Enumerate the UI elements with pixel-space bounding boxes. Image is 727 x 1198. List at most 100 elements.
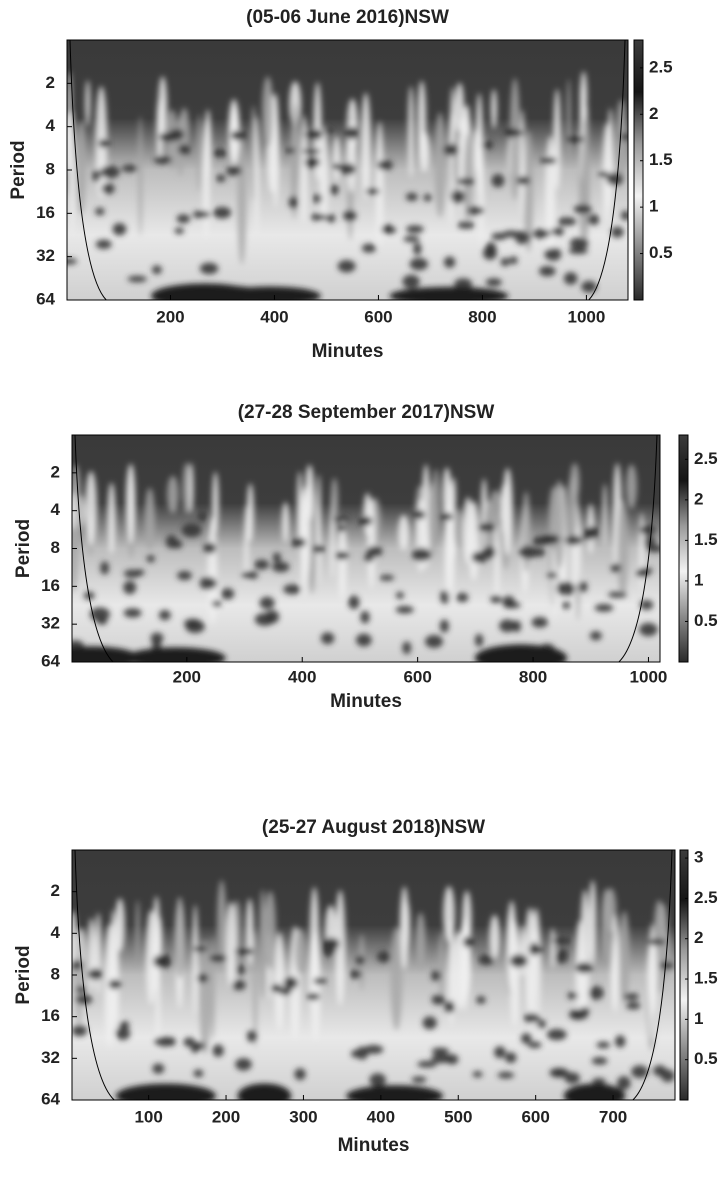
heatmap-dot [588,985,604,1000]
heatmap-spike [125,463,136,544]
heatmap-dot [254,559,270,570]
heatmap-dot [491,232,507,241]
heatmap-dot [556,581,576,596]
heatmap-spike [217,880,227,971]
heatmap-dot [494,1046,506,1059]
heatmap-dot [236,963,245,976]
heatmap-dot [591,1057,608,1065]
heatmap-dot [177,570,192,581]
x-tick-label: 700 [599,1107,627,1126]
heatmap-dot [123,580,137,595]
heatmap-dot [551,227,564,236]
heatmap-dot [196,973,209,983]
heatmap-spike [639,512,645,591]
heatmap-texture [72,880,675,1100]
heatmap-dot [343,210,357,222]
heatmap-spike [459,916,470,1011]
heatmap-spike [399,886,410,970]
heatmap-dot [108,979,122,990]
heatmap-dot [360,610,370,624]
heatmap-dot [608,591,627,598]
heatmap-dot [564,535,582,546]
heatmap-dot [211,148,229,158]
heatmap-dot [100,165,120,179]
heatmap-spike [237,135,247,265]
heatmap-dot [283,584,301,595]
heatmap-dot [529,942,540,956]
heatmap-dot [431,970,441,982]
heatmap-spike [144,487,155,551]
heatmap-dot [178,143,191,155]
heatmap-dot [193,945,208,953]
x-tick-label: 500 [444,1107,472,1126]
heatmap-blob [474,644,568,662]
heatmap-dot [213,206,232,219]
heatmap-dot [176,214,191,224]
x-axis-label: Minutes [330,691,402,712]
x-tick-label: 200 [212,1107,240,1126]
heatmap-dot [402,641,412,655]
heatmap-dot [377,159,393,171]
heatmap-dot [439,619,449,633]
heatmap-spike [602,483,608,548]
heatmap-dot [610,563,622,573]
heatmap-spike [245,898,254,967]
chart-title: (27-28 September 2017)NSW [238,402,495,423]
heatmap-spike [375,121,384,247]
heatmap-spike [254,115,260,235]
heatmap-spike [225,901,237,988]
heatmap-dot [154,155,173,165]
heatmap-dot [121,164,138,173]
heatmap-spike [519,924,526,978]
heatmap-dot [272,552,282,563]
heatmap-dot [575,962,593,974]
y-tick-label: 16 [36,203,55,222]
heatmap-dot [259,596,275,610]
heatmap-blob [72,646,140,662]
heatmap-spike [567,474,579,538]
heatmap-dot [158,609,171,621]
heatmap-dot [246,1030,257,1043]
heatmap-spike [447,919,455,1026]
heatmap-dot [499,619,516,633]
heatmap-dot [443,143,459,156]
heatmap-dot [235,1058,252,1071]
heatmap-spike [453,509,463,550]
heatmap-dot [271,561,290,573]
colorbar-tick-label: 1.5 [649,150,673,169]
heatmap [67,40,628,300]
heatmap-spike [432,468,440,543]
heatmap-spike [274,932,286,1031]
heatmap-dot [412,547,431,562]
heatmap-spike [259,889,267,999]
heatmap-spike [523,130,534,253]
heatmap-spike [408,85,415,178]
heatmap-spike [300,114,308,225]
heatmap-dot [211,600,222,608]
heatmap-dot [596,1041,611,1049]
heatmap-dot [639,599,654,610]
heatmap-spike [618,911,630,1004]
heatmap-dot [348,595,360,610]
heatmap-dot [569,237,589,249]
heatmap-dot [230,130,248,141]
x-tick-label: 800 [468,307,496,326]
heatmap-dot [504,602,521,609]
heatmap-dot [411,1076,427,1083]
heatmap-spike [447,478,453,588]
heatmap-dot [580,1006,590,1015]
heatmap-blob [175,285,270,300]
heatmap-spike [76,120,87,215]
heatmap-spike [489,914,501,960]
heatmap-spike [253,931,258,1049]
heatmap-spike [502,467,513,556]
heatmap-spike [281,501,290,544]
x-tick-label: 600 [403,667,431,686]
cone-of-influence [69,40,626,300]
heatmap-dot [402,274,420,289]
x-tick-label: 400 [260,307,288,326]
colorbar-tick-label: 2.5 [694,449,718,468]
heatmap-dot [294,1068,306,1081]
heatmap-dot [606,172,624,186]
chart: (05-06 June 2016)NSW Minutes Period 200 400 6… [8,7,673,362]
